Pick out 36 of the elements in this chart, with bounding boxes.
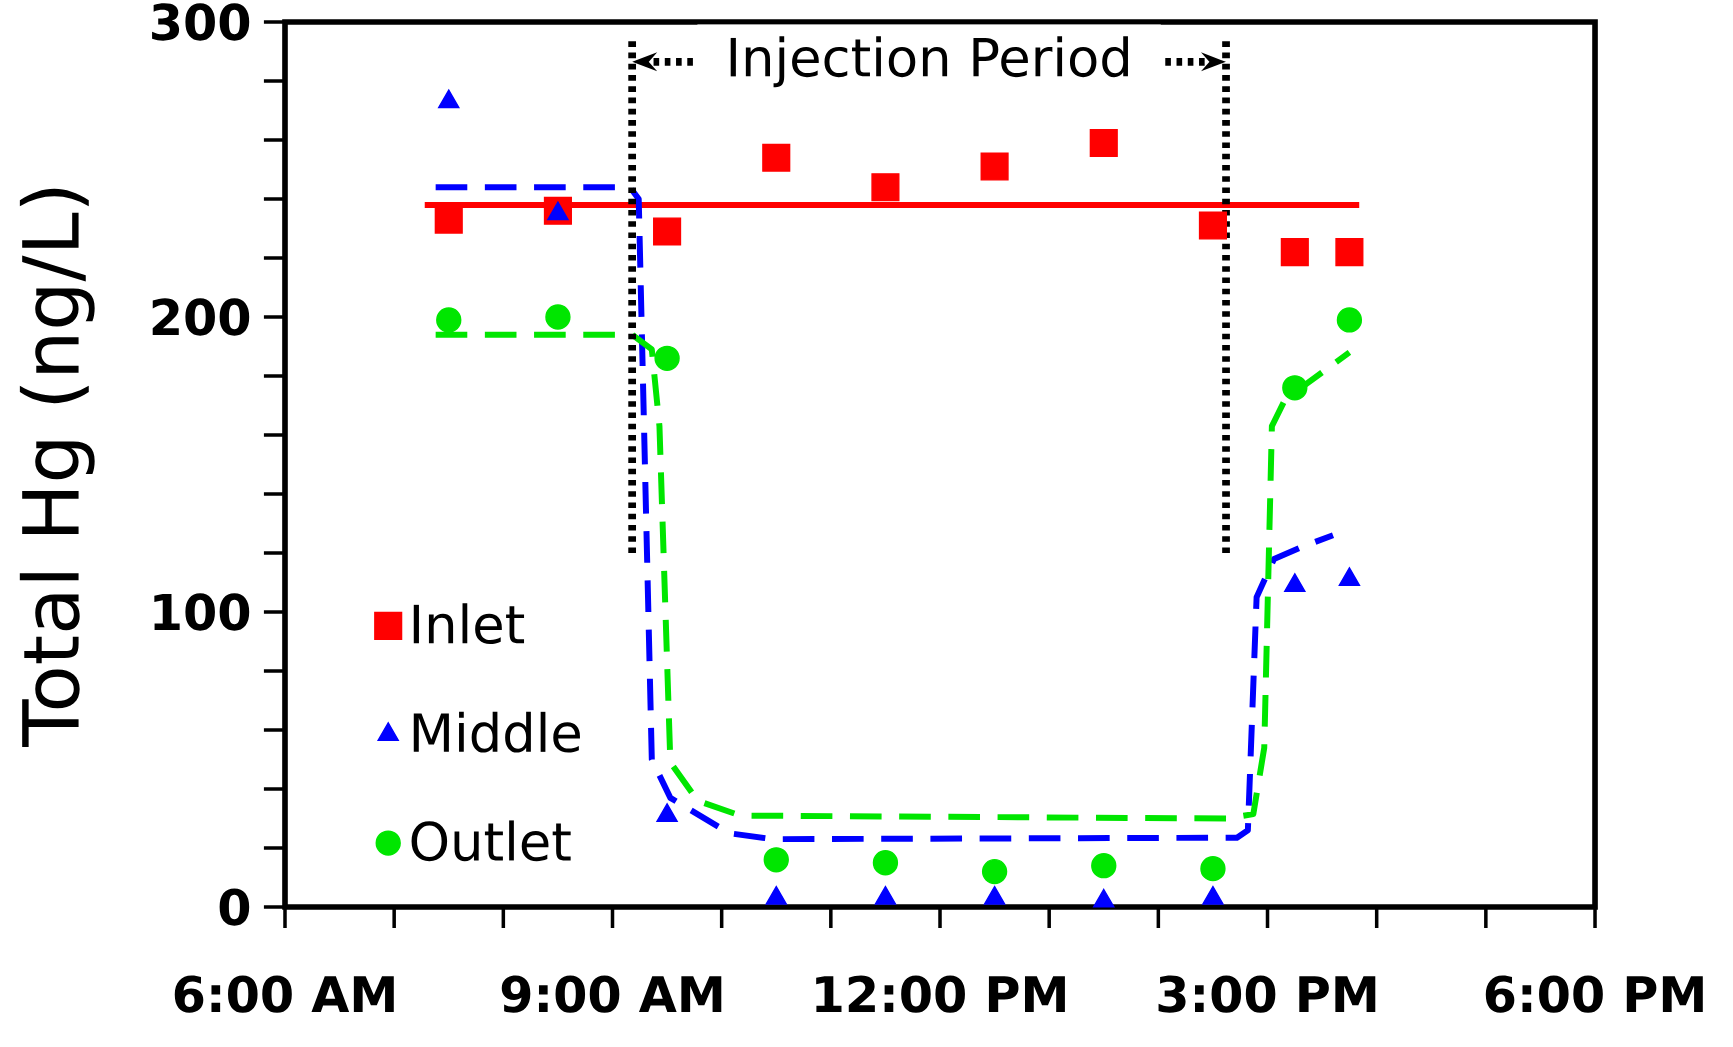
point [653,217,682,246]
point [1284,573,1306,592]
y-tick-label: 0 [219,888,250,926]
y-axis-title: Total Hg (ng/L) [19,188,95,747]
point [983,885,1006,905]
point [1280,238,1309,267]
point [1089,128,1118,158]
point [1338,567,1361,587]
legend-label: Middle [413,711,580,753]
point [762,143,791,172]
x-tick-label: 3:00 PM [1158,975,1376,1013]
point [545,304,571,330]
annotation: Injection Period [730,36,1128,88]
point [874,885,897,905]
point [1336,307,1363,333]
point [871,173,900,202]
point [980,152,1009,181]
point [656,803,678,823]
point [1335,238,1364,267]
y-tick-label: 300 [152,3,250,41]
y-tick-label: 200 [152,298,250,336]
point [434,205,463,234]
x-tick-label: 9:00 AM [501,975,722,1013]
x-tick-label: 6:00 AM [174,975,394,1013]
y-tick-label: 100 [154,593,250,631]
point [765,885,788,905]
legend-label: Inlet [413,603,525,645]
x-tick-label: 12:00 PM [816,975,1065,1013]
legend-label: Outlet [411,820,571,862]
point [1093,888,1115,908]
point [654,345,680,371]
point [1282,375,1308,401]
point [1202,885,1224,905]
point [436,307,462,333]
x-tick-label: 6:00 PM [1485,975,1703,1013]
point [1198,211,1228,240]
